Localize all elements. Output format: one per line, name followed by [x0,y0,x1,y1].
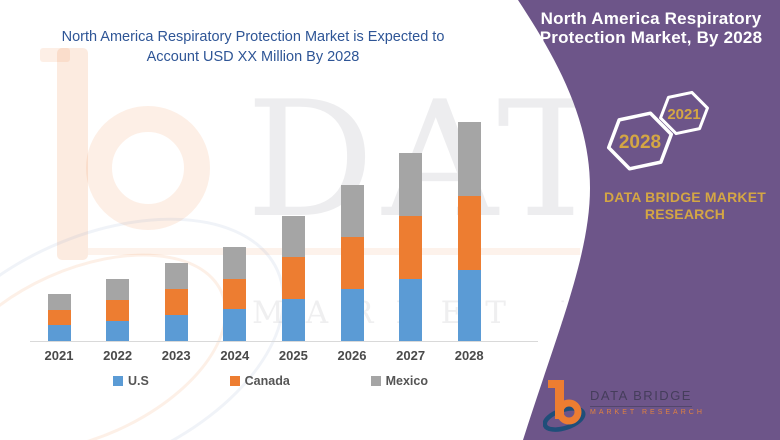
panel-brand-name: DATA BRIDGE MARKET RESEARCH [604,189,766,222]
databridge-logo-icon [543,380,586,432]
legend-swatch [113,376,123,386]
legend-label: U.S [128,374,149,388]
bar-segment-mexico-2027 [399,153,423,216]
bar-segment-canada-2026 [340,237,364,289]
bar-segment-mexico-2024 [223,247,247,279]
hexagon-2028-label: 2028 [619,132,661,153]
bar-segment-us-2023 [164,315,188,341]
hexagon-2021-label: 2021 [667,106,700,123]
bar-segment-canada-2028 [457,196,481,270]
bar-segment-us-2028 [457,270,481,341]
bar-segment-us-2024 [223,309,247,341]
chart-title-line1: North America Respiratory Protection Mar… [61,29,445,45]
x-axis-label: 2024 [220,348,250,363]
bar-segment-mexico-2025 [281,216,305,257]
bar-segment-mexico-2021 [47,294,71,310]
bar-segment-us-2026 [340,289,364,341]
purple-panel-shape [518,0,780,440]
databridge-footer-logo: DATA BRIDGE MARKET RESEARCH [543,377,723,435]
chart-legend: U.S Canada Mexico [113,374,428,388]
bar-segment-us-2021 [47,325,71,341]
watermark-logo-stem [57,48,88,260]
x-axis-line [30,341,538,342]
legend-item-us: U.S [113,374,149,388]
legend-label: Canada [244,374,290,388]
bar-segment-us-2025 [281,299,305,341]
x-axis-label: 2021 [44,348,74,363]
bar-segment-canada-2021 [47,310,71,325]
x-axis-label: 2025 [278,348,308,363]
bar-segment-mexico-2022 [106,279,130,300]
bar-segment-mexico-2026 [340,185,364,237]
x-axis-label: 2026 [337,348,367,363]
bar-segment-canada-2024 [223,279,247,309]
chart-title-line2: Account USD XX Million By 2028 [146,49,360,65]
legend-swatch [229,376,240,386]
watermark-underline [88,248,580,255]
bar-segment-canada-2027 [399,216,423,279]
footer-logo-tagline: MARKET RESEARCH [590,409,705,416]
panel-heading: North America Respiratory Protection Mar… [539,9,763,47]
x-axis-label: 2022 [103,348,133,363]
bar-segment-canada-2023 [164,289,188,315]
x-axis-label: 2027 [396,348,426,363]
bar-segment-us-2027 [399,279,423,341]
legend-swatch [370,376,381,386]
x-axis-label: 2028 [454,348,484,363]
legend-item-canada: Canada [229,374,290,388]
bar-segment-canada-2025 [281,257,305,299]
bar-segment-mexico-2023 [164,263,188,289]
x-axis-label: 2023 [161,348,191,363]
hexagon-2021-icon [659,90,709,136]
bar-segment-canada-2022 [106,300,130,321]
chart-title: North America Respiratory Protection Mar… [28,27,478,67]
legend-label: Mexico [385,374,428,388]
watermark-logo-hook [40,48,70,62]
hexagon-2028-icon [606,111,674,171]
bar-segment-us-2022 [106,321,130,341]
bar-segment-mexico-2028 [457,122,481,196]
footer-logo-name: DATA BRIDGE [590,388,692,407]
legend-item-mexico: Mexico [370,374,428,388]
